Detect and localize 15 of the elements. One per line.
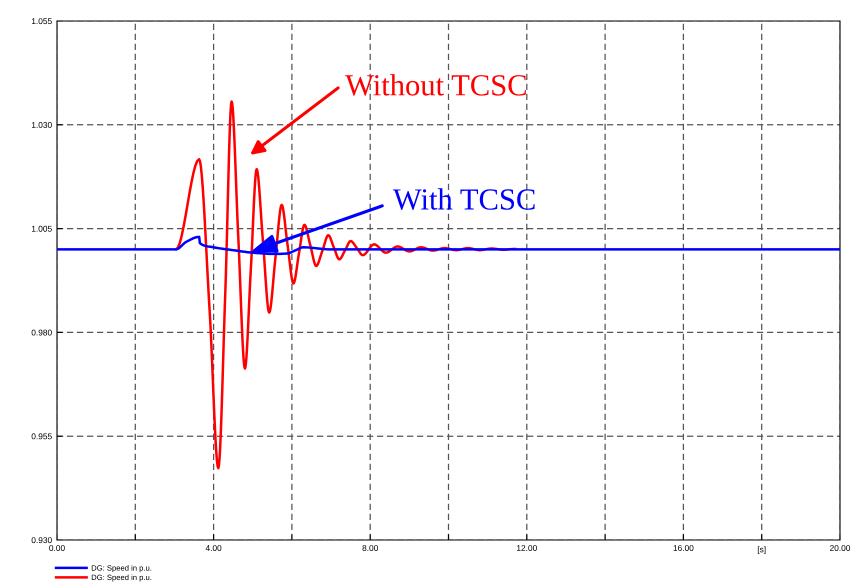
x-tick-label: 20.00 bbox=[830, 545, 850, 551]
y-tick-label: 0.955 bbox=[32, 433, 52, 440]
y-tick-label: 1.005 bbox=[32, 226, 52, 232]
x-tick-label: 12.00 bbox=[517, 545, 537, 551]
y-tick-label: 1.055 bbox=[32, 18, 52, 24]
annotation: Without TCSC bbox=[345, 74, 526, 96]
y-tick-label: 0.930 bbox=[32, 537, 52, 544]
x-tick-label: 4.00 bbox=[206, 545, 222, 551]
x-tick-label: 0.00 bbox=[49, 545, 65, 551]
x-tick-label: 8.00 bbox=[362, 545, 378, 551]
x-axis-title: [s] bbox=[758, 546, 766, 554]
y-tick-label: 1.030 bbox=[32, 122, 52, 128]
annotation: With TCSC bbox=[392, 188, 535, 210]
x-tick-label: 16.00 bbox=[674, 545, 694, 551]
y-tick-label: 0.980 bbox=[32, 330, 52, 336]
